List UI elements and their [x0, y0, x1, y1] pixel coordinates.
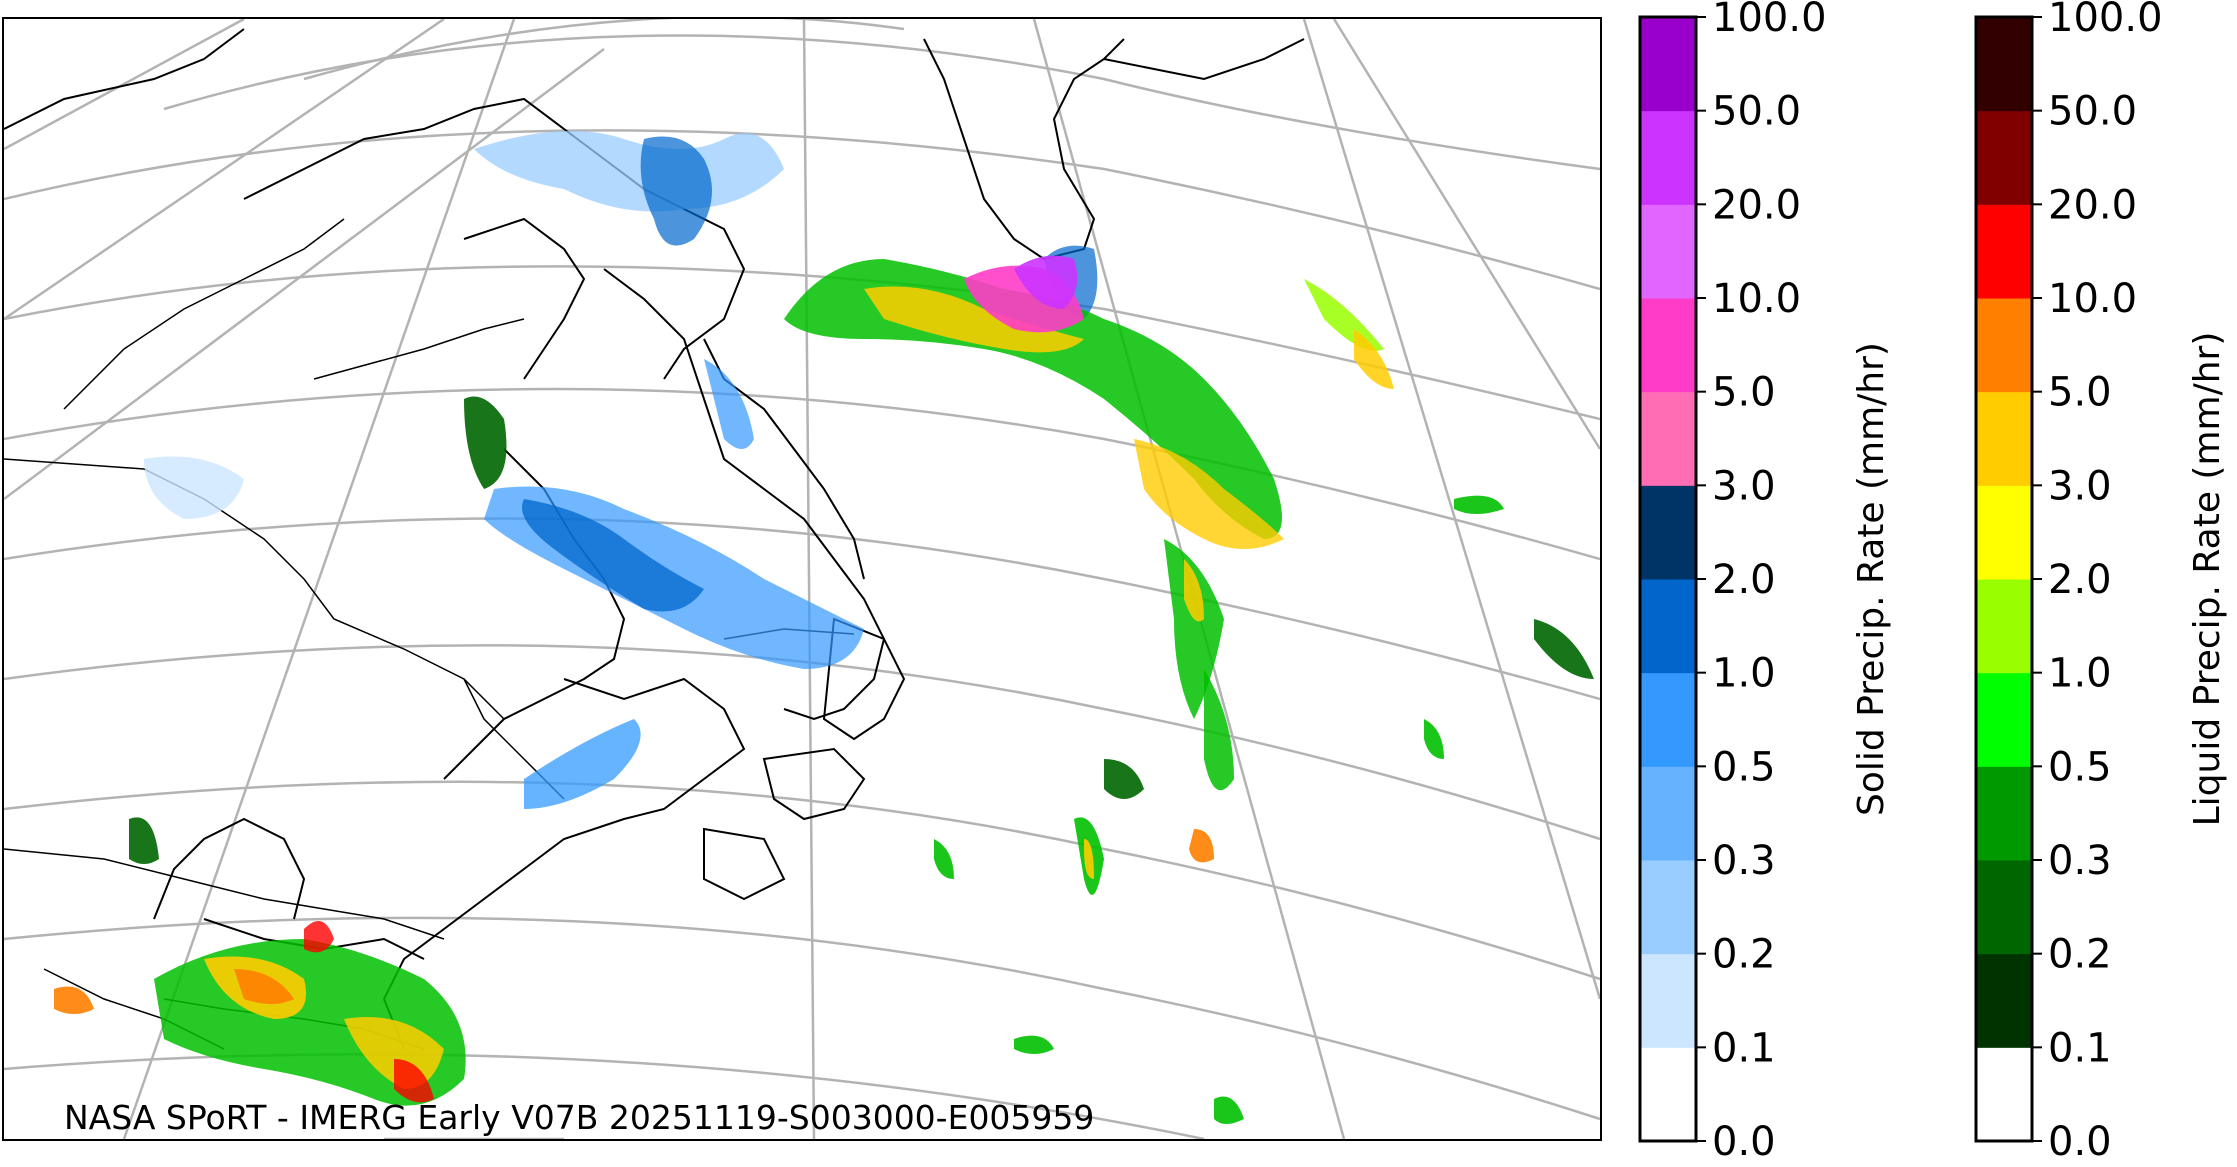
liquid-colorbar-tick-label: 3.0 [2048, 463, 2112, 509]
solid-colorbar-tick-label: 0.5 [1712, 744, 1776, 790]
liquid-colorbar-tick-label: 0.1 [2048, 1025, 2112, 1071]
liquid-colorbar-tick-label: 1.0 [2048, 651, 2112, 697]
liquid-colorbar-segment [1976, 204, 2032, 299]
liquid-colorbar-segment [1976, 298, 2032, 393]
solid-colorbar-graphic: 0.0 0.1 0.2 0.3 0.5 1.0 2.0 3.0 5.0 10.0 20.0 50.0 1… [1638, 0, 1892, 1165]
solid-colorbar-tick-label: 5.0 [1712, 370, 1776, 416]
liquid-colorbar-segment [1976, 579, 2032, 674]
solid-colorbar-segment [1640, 579, 1696, 674]
graticule [4, 19, 1600, 1139]
liquid-colorbar-tick-label: 50.0 [2048, 89, 2137, 135]
solid-colorbar-tick-label: 2.0 [1712, 557, 1776, 603]
liquid-colorbar-tick-label: 100.0 [2048, 0, 2163, 41]
solid-colorbar-segment [1640, 391, 1696, 486]
solid-colorbar-segment [1640, 110, 1696, 205]
liquid-colorbar-segment [1976, 1047, 2032, 1142]
solid-colorbar-segment [1640, 766, 1696, 861]
liquid-colorbar-segment [1976, 110, 2032, 205]
liquid-precip-colorbar: 0.0 0.1 0.2 0.3 0.5 1.0 2.0 3.0 5.0 10.0 20.0 50.0 1… [1974, 0, 2236, 1165]
liquid-colorbar-tick-label: 0.0 [2048, 1119, 2112, 1165]
liquid-colorbar-graphic: 0.0 0.1 0.2 0.3 0.5 1.0 2.0 3.0 5.0 10.0 20.0 50.0 1… [1974, 0, 2228, 1165]
solid-colorbar-tick-label: 1.0 [1712, 651, 1776, 697]
snow-precip-areas [144, 131, 1098, 809]
solid-colorbar-tick-label: 3.0 [1712, 463, 1776, 509]
solid-colorbar-tick-label: 0.1 [1712, 1025, 1776, 1071]
liquid-colorbar-segment [1976, 485, 2032, 580]
liquid-colorbar-tick-label: 0.2 [2048, 932, 2112, 978]
liquid-colorbar-tick-label: 2.0 [2048, 557, 2112, 603]
precipitation-map [4, 19, 1600, 1139]
solid-colorbar-segment [1640, 298, 1696, 393]
solid-colorbar-tick-label: 0.0 [1712, 1119, 1776, 1165]
liquid-colorbar-segment [1976, 17, 2032, 112]
solid-colorbar-tick-label: 50.0 [1712, 89, 1801, 135]
liquid-colorbar-label: Liquid Precip. Rate (mm/hr) [2187, 332, 2228, 827]
liquid-colorbar-segment [1976, 672, 2032, 767]
solid-colorbar-label: Solid Precip. Rate (mm/hr) [1851, 342, 1892, 816]
solid-colorbar-segment [1640, 485, 1696, 580]
solid-colorbar-tick-label: 100.0 [1712, 0, 1827, 41]
liquid-colorbar-tick-label: 10.0 [2048, 276, 2137, 322]
solid-colorbar-segment [1640, 204, 1696, 299]
solid-colorbar-segment [1640, 1047, 1696, 1142]
liquid-colorbar-segment [1976, 391, 2032, 486]
liquid-colorbar-segment [1976, 860, 2032, 955]
solid-colorbar-tick-label: 0.3 [1712, 838, 1776, 884]
liquid-colorbar-tick-label: 0.3 [2048, 838, 2112, 884]
solid-colorbar-segment [1640, 953, 1696, 1048]
credit-text: NASA SPoRT - IMERG Early V07B 20251119-S… [64, 1098, 1095, 1137]
solid-precip-colorbar: 0.0 0.1 0.2 0.3 0.5 1.0 2.0 3.0 5.0 10.0 20.0 50.0 1… [1638, 0, 1900, 1165]
solid-colorbar-tick-label: 20.0 [1712, 182, 1801, 228]
solid-colorbar-tick-label: 10.0 [1712, 276, 1801, 322]
liquid-colorbar-tick-label: 5.0 [2048, 370, 2112, 416]
solid-colorbar-segment [1640, 672, 1696, 767]
solid-colorbar-segment [1640, 17, 1696, 112]
solid-colorbar-segment [1640, 860, 1696, 955]
liquid-colorbar-segment [1976, 766, 2032, 861]
liquid-colorbar-segment [1976, 953, 2032, 1048]
map-panel [2, 17, 1602, 1141]
liquid-colorbar-tick-label: 0.5 [2048, 744, 2112, 790]
liquid-precip-areas [54, 255, 1594, 1124]
liquid-colorbar-tick-label: 20.0 [2048, 182, 2137, 228]
solid-colorbar-tick-label: 0.2 [1712, 932, 1776, 978]
